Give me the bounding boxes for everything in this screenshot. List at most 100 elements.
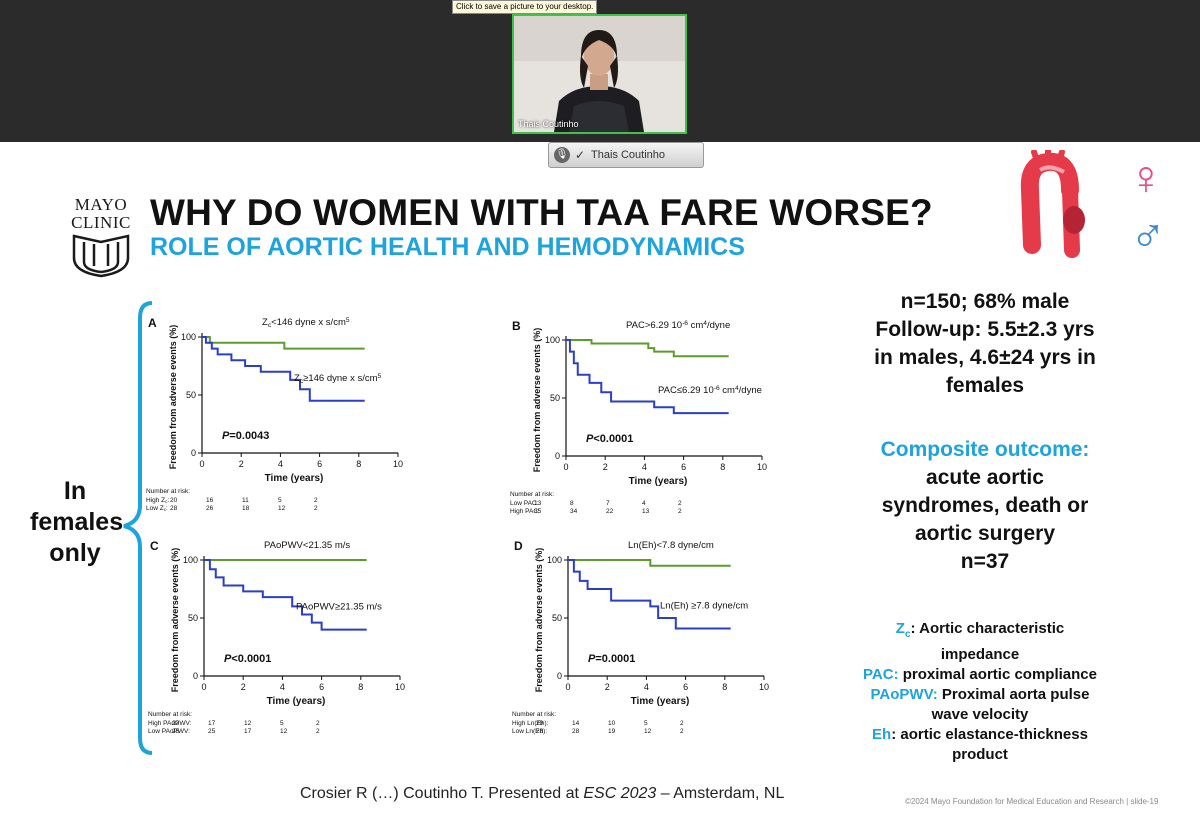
risk-row-label: Low PAC: [510,500,539,507]
panel-letter: C [150,539,159,553]
km-chart-c: C Freedom from adverse events (%) 0 50 100 0 2… [148,539,405,735]
risk-value: 19 [608,728,616,735]
risk-value: 13 [534,500,542,507]
slide-subtitle: ROLE OF AORTIC HEALTH AND HEMODYNAMICS [150,233,745,261]
risk-value: 20 [536,720,544,727]
speaker-video-image [514,16,685,132]
x-tick-label: 4 [644,682,649,692]
y-tick-label: 0 [193,671,198,681]
citation: Crosier R (…) Coutinho T. Presented at E… [300,785,784,803]
risk-value: 8 [570,500,574,507]
microphone-icon[interactable]: 🎙 [554,147,570,163]
risk-value: 2 [678,500,682,507]
x-axis-label: Time (years) [265,473,324,484]
logo-line-2: CLINIC [71,213,131,232]
risk-table-heading: Number at risk: [510,491,554,498]
series-line-green [202,336,365,350]
risk-value: 5 [280,720,284,727]
risk-value: 28 [572,728,580,735]
y-tick-label: 100 [547,555,562,565]
series-label-green: Ln(Eh)<7.8 dyne/cm [628,540,714,551]
females-only-note: In females only [30,476,124,569]
speaker-name-label: Thais Coutinho [518,119,579,129]
risk-value: 11 [242,497,249,504]
risk-value: 2 [680,728,684,735]
risk-value: 5 [644,720,648,727]
definition-eh-desc-2: product [952,746,1008,763]
series-line-green [566,339,729,358]
x-axis-label: Time (years) [629,476,688,487]
x-tick-label: 8 [356,459,361,469]
risk-table-heading: Number at risk: [148,711,192,718]
x-tick-label: 2 [241,682,246,692]
panel-letter: B [512,319,521,333]
risk-value: 12 [244,720,252,727]
logo-line-1: MAYO [74,195,128,214]
y-tick-label: 50 [188,613,198,623]
series-line-green [568,559,731,567]
definition-eh-desc: : aortic elastance-thickness [891,726,1088,743]
presentation-slide [0,142,1200,813]
x-tick-label: 8 [358,682,363,692]
aorta-icon [1020,150,1085,258]
x-tick-label: 6 [317,459,322,469]
risk-value: 18 [242,505,250,512]
active-speaker-name: Thais Coutinho [591,149,665,161]
y-tick-label: 100 [545,335,560,345]
risk-row-label: Low PAoPWV: [148,728,190,735]
risk-value: 2 [680,720,684,727]
series-label-blue: Zc≥146 dyne x s/cm5 [294,373,382,385]
series-label-green: Zc<146 dyne x s/cm5 [262,317,350,329]
risk-value: 28 [536,728,544,735]
series-line-blue [204,559,367,631]
definition-zc-sub: c [904,629,911,640]
definition-paopwv-term: PAoPWV: [870,686,938,703]
composite-outcome: Composite outcome: acute aortic syndrome… [845,436,1125,576]
risk-table-heading: Number at risk: [512,711,556,718]
definition-pac: PAC: proximal aortic compliance [830,665,1130,685]
females-note-line-1: In [63,477,87,505]
females-note-line-2: females [30,508,124,536]
definition-zc-term: Z [895,620,905,637]
y-tick-label: 50 [186,390,196,400]
definition-eh: Eh: aortic elastance-thickness [830,725,1130,745]
panel-letter: A [148,316,157,330]
risk-value: 2 [678,508,682,515]
speaker-video-tile[interactable]: Thais Coutinho [512,14,687,134]
stats-line-2: Follow-up: 5.5±2.3 yrs [875,318,1095,341]
active-speaker-bar[interactable]: 🎙 ✓ Thais Coutinho [548,142,704,168]
km-chart-d: D Freedom from adverse events (%) 0 50 100 0 2… [512,539,769,735]
risk-value: 4 [642,500,646,507]
x-tick-label: 8 [722,682,727,692]
risk-value: 17 [244,728,252,735]
risk-value: 28 [170,505,178,512]
series-label-blue: Ln(Eh) ≥7.8 dyne/cm [660,600,748,611]
x-tick-label: 4 [278,459,283,469]
citation-post: – Amsterdam, NL [656,785,785,802]
y-tick-label: 0 [191,448,196,458]
stats-line-1: n=150; 68% male [900,290,1070,313]
series-line-blue [568,559,731,630]
x-tick-label: 10 [759,682,769,692]
definition-zc-desc-2: impedance [940,646,1020,663]
risk-value: 17 [208,720,216,727]
risk-value: 10 [608,720,616,727]
panel-letter: D [514,539,523,553]
x-tick-label: 2 [239,459,244,469]
composite-line-1: acute aortic [926,466,1044,489]
abbreviation-definitions: Zc: Aortic characteristic impedance PAC:… [830,619,1130,765]
y-tick-label: 0 [555,451,560,461]
composite-line-3: aortic surgery [914,522,1056,545]
definition-paopwv-desc: Proximal aorta pulse [937,686,1090,703]
y-axis-label: Freedom from adverse events (%) [534,548,544,693]
series-label-green: PAC>6.29 10-6 cm4/dyne [626,320,730,331]
risk-row-label: High PAoPWV: [148,720,192,727]
study-stats: n=150; 68% male Follow-up: 5.5±2.3 yrs i… [845,288,1125,400]
y-axis-label: Freedom from adverse events (%) [532,328,542,473]
risk-value: 2 [314,505,318,512]
y-tick-label: 50 [552,613,562,623]
mayo-shield-icon [72,234,130,278]
series-label-blue: PAC≤6.29 10-6 cm4/dyne [658,385,762,396]
risk-row-label: High Zc: [146,497,169,504]
checkmark-icon: ✓ [575,148,586,162]
